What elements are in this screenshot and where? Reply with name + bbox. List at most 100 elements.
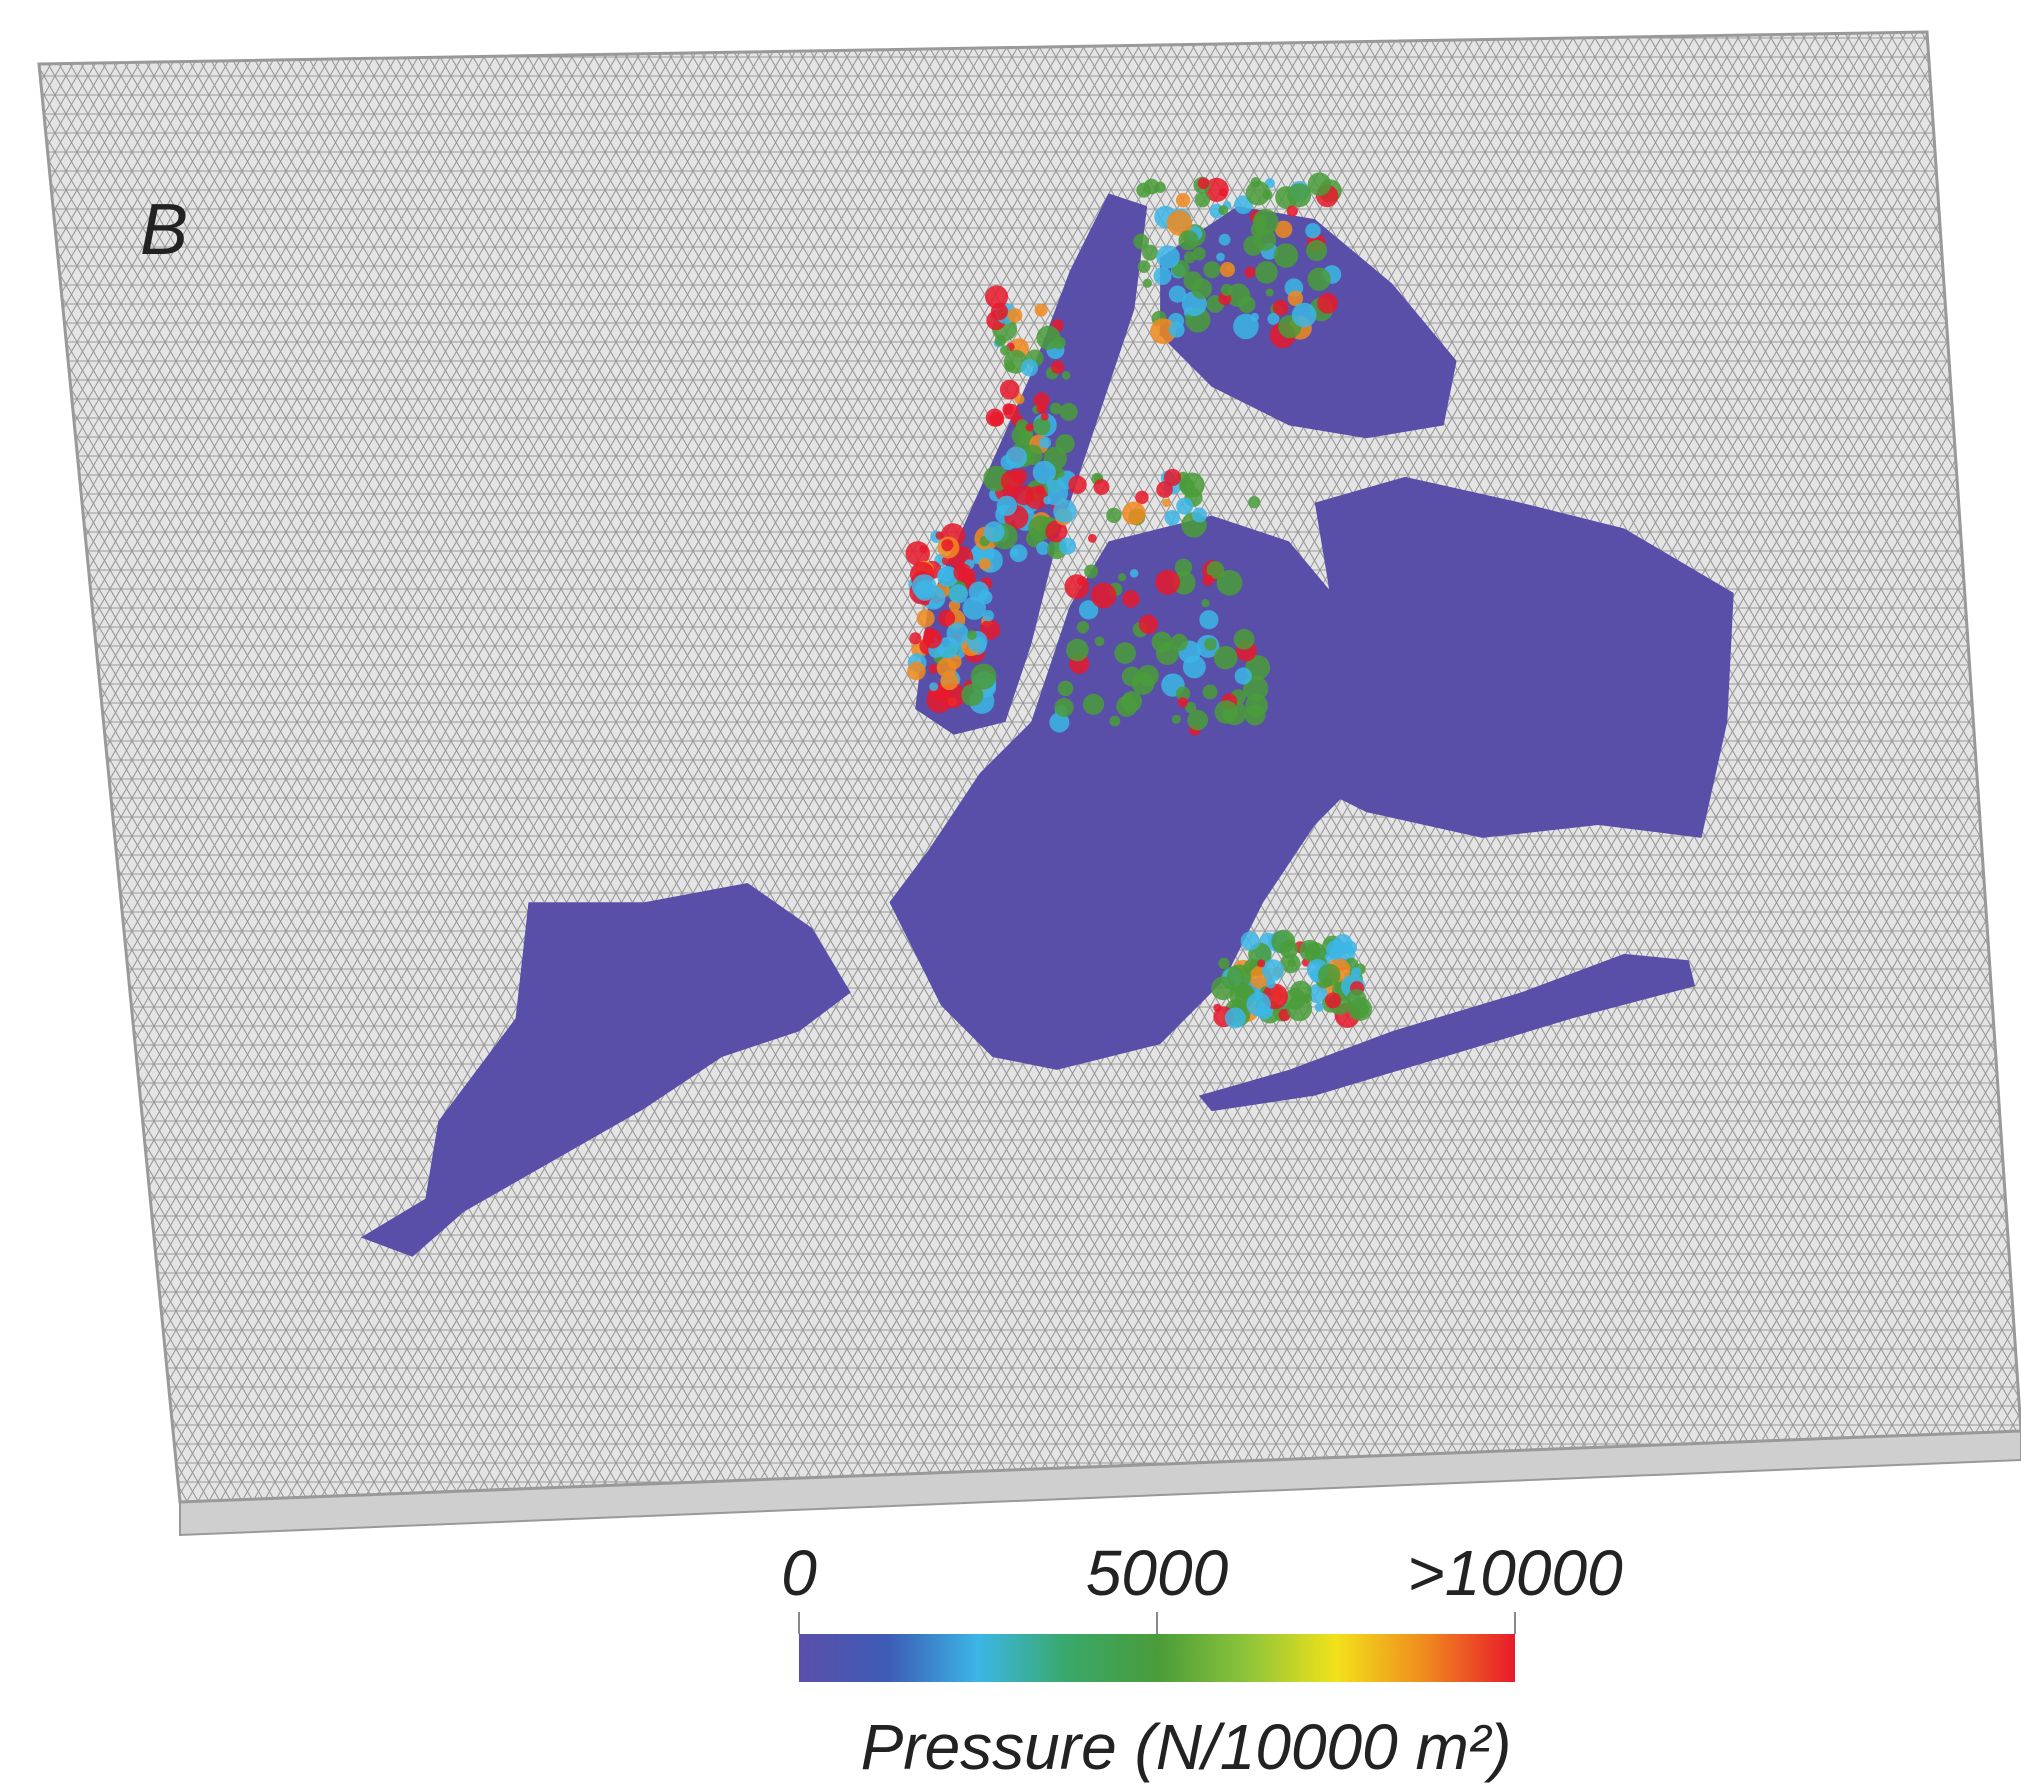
pressure-spot: [978, 558, 991, 570]
pressure-spot: [1224, 1007, 1246, 1029]
pressure-spot: [1176, 497, 1194, 515]
colorbar-tick-label: 0: [781, 1537, 817, 1609]
pressure-spot: [1191, 278, 1212, 300]
brooklyn: [889, 515, 1393, 1070]
pressure-spot: [1178, 230, 1199, 251]
pressure-spot: [1257, 959, 1266, 968]
panel-label: B: [140, 190, 188, 270]
pressure-spot: [1000, 470, 1023, 492]
pressure-spot: [1117, 573, 1127, 582]
pressure-spot: [1317, 292, 1338, 314]
pressure-spot: [982, 610, 995, 622]
pressure-spot: [1219, 188, 1228, 197]
pressure-spot: [1262, 189, 1273, 200]
pressure-spot: [996, 495, 1018, 516]
pressure-spot: [1307, 983, 1328, 1004]
pressure-spot: [1287, 290, 1304, 307]
pressure-spot: [1078, 600, 1099, 620]
pressure-spot: [1254, 214, 1268, 228]
pressure-spot: [962, 596, 986, 620]
pressure-spot: [1045, 520, 1068, 543]
pressure-spot: [1136, 182, 1152, 198]
pressure-spot: [1036, 403, 1047, 414]
pressure-spot: [907, 661, 926, 681]
pressure-spot: [1049, 402, 1062, 415]
colorbar-label: Pressure (N/10000 m²): [861, 1711, 1512, 1783]
pressure-spot: [1093, 479, 1110, 496]
pressure-spot: [1162, 498, 1171, 508]
pressure-spot: [1068, 475, 1087, 494]
pressure-spot: [1201, 599, 1210, 608]
pressure-spot: [1199, 610, 1219, 630]
pressure-spot: [1307, 267, 1331, 291]
pressure-spot: [1332, 939, 1343, 951]
pressure-spot: [1248, 496, 1261, 509]
pressure-spot: [1054, 467, 1065, 478]
pressure-spot: [1057, 680, 1074, 697]
pressure-spot: [1049, 712, 1070, 733]
pressure-spot: [1317, 963, 1341, 987]
pressure-spot: [1033, 392, 1050, 409]
pressure-spot: [1213, 645, 1238, 670]
pressure-spot: [1034, 303, 1048, 317]
pressure-spot: [1255, 261, 1278, 284]
colorbar-tick-label: >10000: [1407, 1537, 1623, 1609]
pressure-spot: [1220, 283, 1233, 296]
colorbar: [799, 1634, 1515, 1682]
pressure-spot: [914, 580, 936, 601]
pressure-spot: [1299, 939, 1321, 961]
pressure-spot: [1233, 628, 1255, 650]
pressure-spot: [1175, 686, 1191, 701]
pressure-spot: [1177, 697, 1189, 708]
pressure-spot: [1218, 233, 1231, 246]
pressure-spot: [1287, 183, 1312, 208]
pressure-spots: [905, 172, 1373, 1029]
queens: [1289, 476, 1734, 838]
pressure-spot: [1171, 714, 1181, 724]
pressure-spot: [999, 379, 1020, 400]
pressure-spot: [1273, 243, 1299, 268]
pressure-spot: [1305, 222, 1321, 239]
pressure-spot: [1164, 509, 1181, 526]
pressure-spot: [1291, 302, 1317, 328]
pressure-spot: [1122, 501, 1146, 525]
pressure-spot: [1202, 574, 1214, 587]
pressure-spot: [1168, 321, 1185, 338]
pressure-spot: [1238, 296, 1256, 314]
pressure-spot: [1129, 569, 1139, 578]
pressure-spot: [1216, 252, 1225, 262]
pressure-spot: [1168, 285, 1187, 303]
pressure-spot: [1346, 989, 1367, 1010]
pressure-spot: [1286, 205, 1298, 217]
pressure-spot: [1009, 544, 1028, 563]
pressure-spot: [1244, 266, 1256, 278]
pressure-spot: [1192, 507, 1208, 523]
pressure-spot: [1052, 336, 1066, 350]
pressure-spot: [1066, 638, 1089, 662]
colorbar-tick-label: 5000: [1086, 1537, 1229, 1609]
pressure-spot: [1153, 266, 1172, 286]
pressure-spot: [1004, 361, 1015, 372]
pressure-spot: [1133, 233, 1149, 250]
pressure-spot: [1213, 1003, 1222, 1012]
pressure-spot: [1314, 1002, 1324, 1012]
pressure-spot: [1032, 417, 1051, 436]
pressure-spot: [1307, 172, 1332, 196]
pressure-spot: [1109, 715, 1121, 727]
pressure-spot: [1076, 621, 1090, 634]
pressure-spot: [1150, 318, 1176, 345]
pressure-spot: [1179, 478, 1195, 494]
pressure-spot: [1182, 655, 1206, 679]
pressure-spot: [936, 657, 957, 678]
pressure-spot: [1174, 558, 1193, 576]
pressure-spot: [1137, 260, 1151, 274]
pressure-spot: [1219, 262, 1236, 278]
pressure-spot: [1192, 247, 1206, 261]
pressure-spot: [1261, 959, 1284, 982]
pressure-spot: [1116, 695, 1138, 717]
pressure-spot: [938, 609, 956, 627]
pressure-spot: [1250, 312, 1259, 322]
pressure-spot: [1054, 697, 1074, 718]
rockaway: [1198, 953, 1696, 1112]
